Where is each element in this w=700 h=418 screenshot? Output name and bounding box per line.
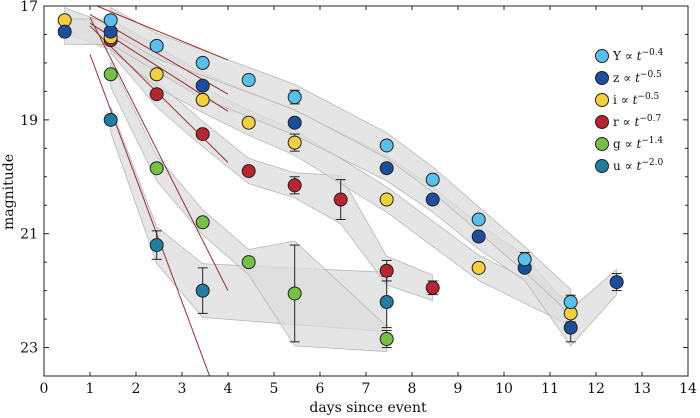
point-g xyxy=(103,67,118,82)
legend-marker-g xyxy=(595,137,609,151)
y-axis-title: magnitude xyxy=(1,154,17,230)
x-tick-label: 2 xyxy=(132,381,141,397)
point-r xyxy=(287,178,302,193)
legend-marker-Y xyxy=(595,49,609,63)
point-z xyxy=(57,24,72,39)
point-Y xyxy=(241,73,256,87)
band-g xyxy=(110,61,388,353)
x-tick-label: 7 xyxy=(362,381,371,397)
legend: Y ∝ t−0.4 z ∝ t−0.5 i ∝ t−0.5 r ∝ t−0.7 g ∝ … xyxy=(595,48,664,173)
x-tick-label: 12 xyxy=(587,381,605,397)
point-g xyxy=(149,161,164,176)
point-z xyxy=(471,229,486,244)
x-tick-label: 6 xyxy=(316,381,325,397)
data-markers xyxy=(57,13,624,346)
x-tick-label: 11 xyxy=(541,381,559,397)
x-tick-label: 0 xyxy=(40,381,49,397)
point-i xyxy=(149,67,164,82)
point-z xyxy=(609,275,624,290)
legend-label-i: i ∝ t−0.5 xyxy=(613,92,660,107)
y-tick-label: 21 xyxy=(20,227,38,243)
point-r xyxy=(379,263,394,278)
legend-label-g: g ∝ t−1.4 xyxy=(613,136,663,151)
fit-line-Y xyxy=(95,6,229,61)
y-tick-label: 17 xyxy=(20,0,38,15)
point-z xyxy=(425,192,440,207)
band-r xyxy=(110,26,434,301)
point-r xyxy=(195,127,210,142)
point-i xyxy=(287,135,302,150)
legend-label-u: u ∝ t−2.0 xyxy=(613,158,663,173)
x-tick-label: 14 xyxy=(679,381,697,397)
point-r xyxy=(333,192,348,207)
x-tick-label: 5 xyxy=(270,381,279,397)
point-Y xyxy=(471,212,486,227)
point-Y xyxy=(379,138,394,153)
point-r xyxy=(149,87,164,102)
fit-line-u xyxy=(89,54,211,376)
point-Y xyxy=(287,90,302,105)
x-tick-label: 13 xyxy=(633,381,651,397)
point-Y xyxy=(517,252,532,267)
legend-marker-r xyxy=(595,115,609,129)
point-r xyxy=(241,164,256,179)
point-i xyxy=(379,192,394,207)
point-z xyxy=(287,115,302,130)
legend-label-z: z ∝ t−0.5 xyxy=(613,70,662,85)
point-Y xyxy=(195,55,210,70)
point-Y xyxy=(563,295,578,309)
x-tick-label: 1 xyxy=(86,381,95,397)
x-tick-label: 3 xyxy=(178,381,187,397)
x-tick-label: 8 xyxy=(408,381,417,397)
x-tick-label: 4 xyxy=(224,381,233,397)
x-tick-label: 9 xyxy=(454,381,463,397)
point-g xyxy=(287,286,302,301)
point-i xyxy=(195,92,210,107)
point-Y xyxy=(103,13,118,28)
point-Y xyxy=(149,38,164,53)
point-g xyxy=(379,332,394,346)
point-i xyxy=(241,115,256,130)
fit-line-g xyxy=(89,17,229,291)
point-u xyxy=(379,295,394,309)
legend-marker-z xyxy=(595,71,609,85)
point-r xyxy=(425,280,440,295)
point-z xyxy=(195,78,210,93)
legend-label-Y: Y ∝ t−0.4 xyxy=(612,48,664,63)
legend-label-r: r ∝ t−0.7 xyxy=(613,114,661,129)
point-u xyxy=(195,283,210,298)
x-axis-title: days since event xyxy=(309,400,427,416)
point-g xyxy=(195,215,210,230)
point-g xyxy=(241,255,256,270)
point-Y xyxy=(425,172,440,187)
legend-marker-i xyxy=(595,93,609,107)
point-u xyxy=(149,238,164,253)
x-tick-label: 10 xyxy=(495,381,513,397)
point-i xyxy=(471,260,486,275)
y-tick-label: 19 xyxy=(20,113,38,129)
point-z xyxy=(379,161,394,176)
y-tick-label: 23 xyxy=(20,341,38,357)
point-z xyxy=(563,320,578,335)
point-u xyxy=(103,112,118,127)
legend-marker-u xyxy=(595,159,609,173)
